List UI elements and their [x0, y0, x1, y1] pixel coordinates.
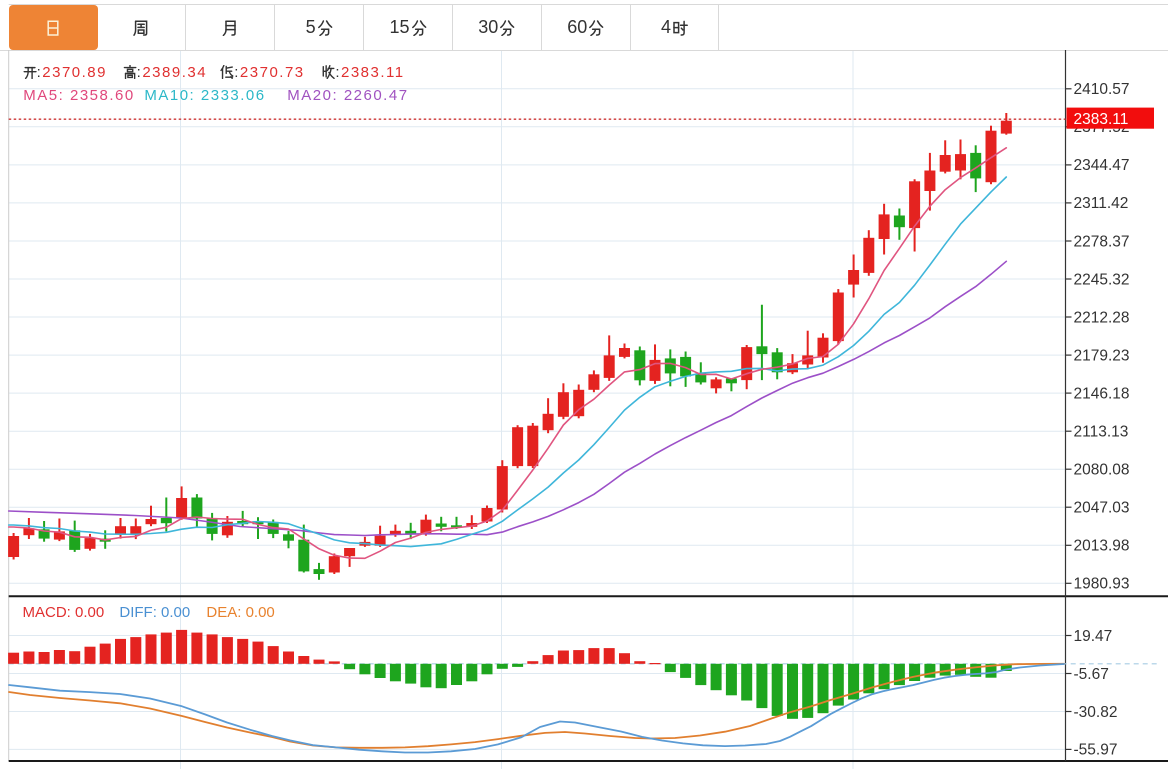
svg-text:-55.97: -55.97: [1074, 742, 1118, 759]
svg-text:2278.37: 2278.37: [1074, 233, 1130, 250]
svg-text:2113.13: 2113.13: [1074, 424, 1129, 441]
svg-text:2410.57: 2410.57: [1074, 81, 1130, 98]
svg-text:2146.18: 2146.18: [1074, 385, 1130, 402]
svg-text:2344.47: 2344.47: [1074, 157, 1130, 174]
svg-text:2245.32: 2245.32: [1074, 271, 1130, 288]
svg-text:2311.42: 2311.42: [1074, 195, 1129, 212]
svg-text:-5.67: -5.67: [1074, 666, 1109, 683]
svg-text:1980.93: 1980.93: [1074, 576, 1130, 593]
svg-text:19.47: 19.47: [1074, 628, 1113, 645]
svg-text:2383.11: 2383.11: [1074, 111, 1129, 128]
svg-text:2013.98: 2013.98: [1074, 538, 1130, 555]
svg-text:-30.82: -30.82: [1074, 704, 1118, 721]
svg-text:2080.08: 2080.08: [1074, 462, 1130, 479]
svg-text:2212.28: 2212.28: [1074, 309, 1130, 326]
svg-text:2047.03: 2047.03: [1074, 500, 1130, 517]
svg-text:2179.23: 2179.23: [1074, 347, 1130, 364]
